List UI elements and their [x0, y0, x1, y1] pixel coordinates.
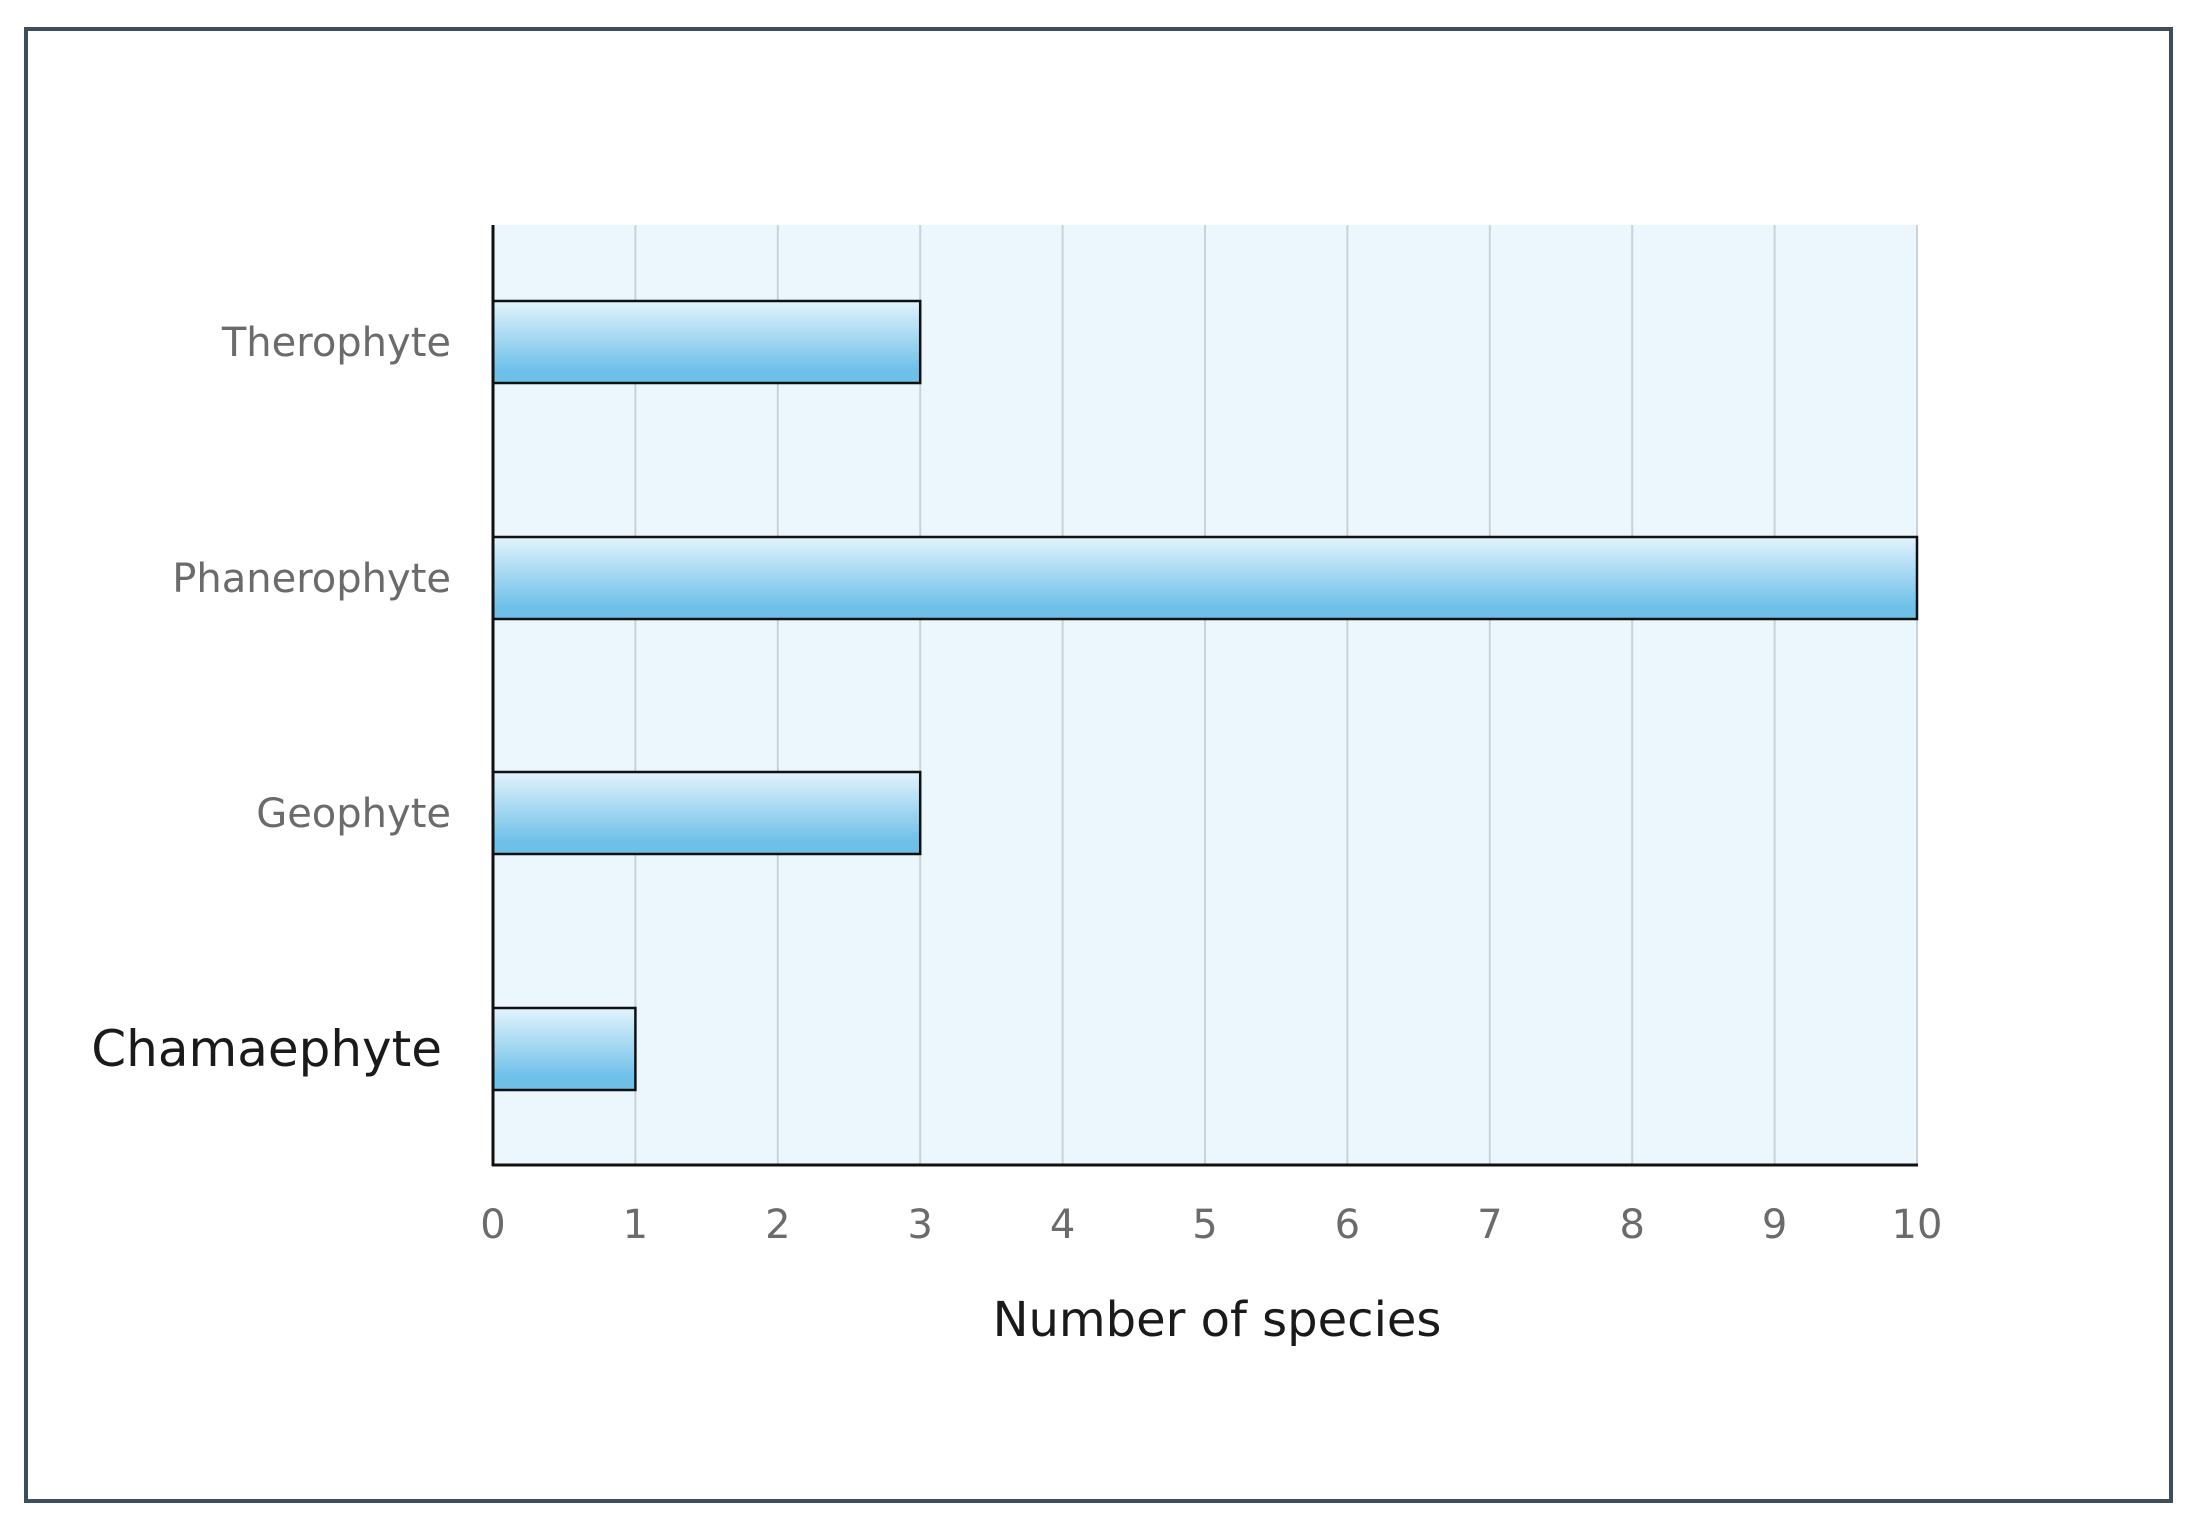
bar-geophyte [491, 770, 922, 856]
category-label-phanerophyte: Phanerophyte [172, 556, 451, 602]
bar-phanerophyte [491, 535, 1919, 621]
category-label-chamaephyte: Chamaephyte [91, 1020, 442, 1078]
category-labels: Therophyte Phanerophyte Geophyte Chamaephyt… [91, 320, 451, 1078]
bars [491, 299, 1919, 1092]
x-tick-label: 7 [1477, 1202, 1502, 1248]
x-tick-label: 9 [1762, 1202, 1787, 1248]
x-tick-label: 0 [480, 1202, 505, 1248]
axes [491, 225, 1918, 1167]
category-label-geophyte: Geophyte [256, 791, 451, 837]
x-tick-label: 3 [907, 1202, 932, 1248]
bar-chamaephyte [491, 1006, 637, 1092]
x-tick-label: 6 [1335, 1202, 1360, 1248]
x-tick-label: 5 [1192, 1202, 1217, 1248]
x-tick-label: 8 [1619, 1202, 1644, 1248]
x-tick-label: 4 [1050, 1202, 1075, 1248]
x-tick-label: 10 [1892, 1202, 1943, 1248]
x-axis-title: Number of species [993, 1292, 1442, 1348]
category-label-therophyte: Therophyte [221, 320, 451, 366]
bar-therophyte [491, 299, 922, 385]
x-tick-labels: 0 1 2 3 4 5 6 7 8 9 10 [480, 1202, 1942, 1248]
x-tick-label: 2 [765, 1202, 790, 1248]
x-tick-label: 1 [623, 1202, 648, 1248]
gridlines [634, 225, 1918, 1165]
